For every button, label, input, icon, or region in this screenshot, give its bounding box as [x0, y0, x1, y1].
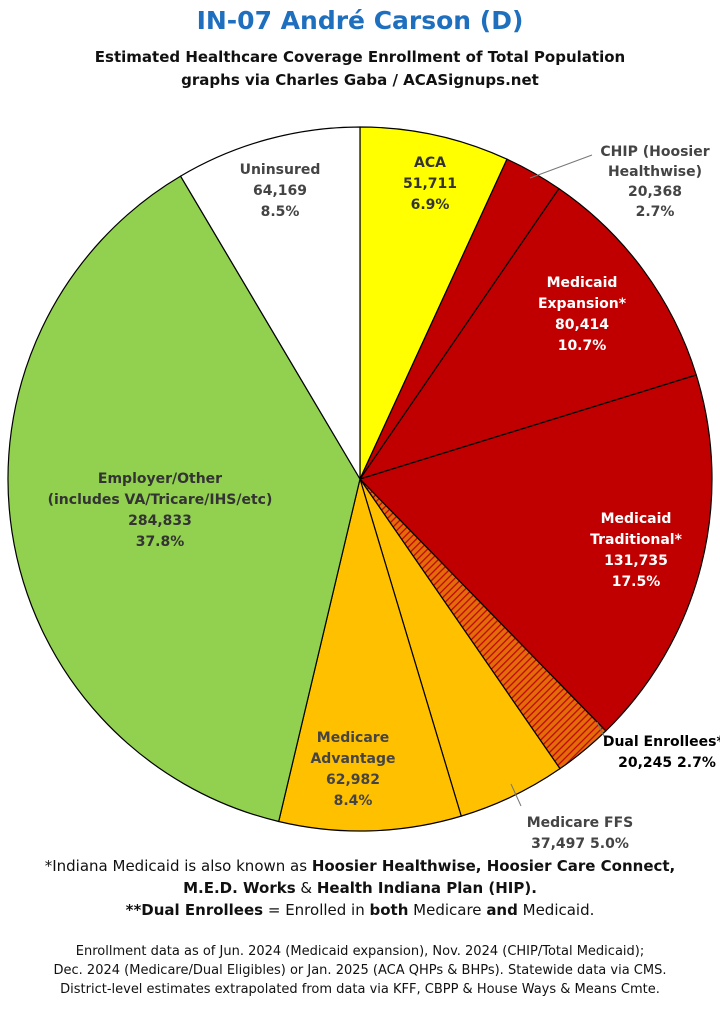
slice-label-line: 10.7%: [558, 338, 607, 354]
slice-label: Uninsured 64,169 8.5%: [240, 162, 321, 220]
leader-line: [510, 783, 522, 807]
footnote-dual-enrollees: **Dual Enrollees = Enrolled in both Medi…: [0, 899, 720, 921]
slice-label-line: 51,711: [403, 176, 457, 192]
footnote-run: Hoosier Healthwise, Hoosier Care Connect…: [311, 857, 676, 875]
slice-label-line: 80,414: [555, 317, 609, 333]
source-note-line-3: District-level estimates extrapolated fr…: [60, 982, 660, 997]
slice-label: Dual Enrollees** 20,245 2.7%: [603, 734, 720, 771]
slice-label: Medicare FFS 37,497 5.0%: [527, 815, 633, 850]
footnote-medicaid-names-cont: M.E.D. Works & Health Indiana Plan (HIP)…: [0, 877, 720, 899]
pie-slice-medicare-advantage: [278, 478, 462, 832]
slice-label-line: ACA: [414, 155, 446, 171]
slice-label-line: 8.4%: [334, 793, 373, 809]
slice-label-line: Medicaid: [601, 511, 672, 527]
slice-label-line: 20,368: [628, 184, 682, 200]
leader-line: [529, 154, 593, 179]
pie-slice-medicaid-expansion: [359, 188, 697, 480]
pie-chart: ACA 51,711 6.9% CHIP (Hoosier Healthwise) 20,…: [7, 126, 720, 850]
chart-subtitle: Estimated Healthcare Coverage Enrollment…: [94, 48, 626, 66]
footnote-run: *Indiana Medicaid is also known as: [44, 857, 312, 875]
footnote-run: **Dual Enrollees: [125, 901, 264, 919]
footnote-run: M.E.D. Works: [183, 879, 296, 897]
pie-slice-employer-other-includes-va-tricare-ihs-etc: [7, 175, 361, 823]
slice-labels: ACA 51,711 6.9% CHIP (Hoosier Healthwise) 20,…: [48, 144, 720, 850]
slice-label-line: Healthwise): [608, 164, 702, 180]
slice-label: Employer/Other (includes VA/Tricare/IHS/e…: [48, 471, 273, 550]
slice-label-line: 131,735: [604, 553, 668, 569]
chart-title: IN-07 André Carson (D): [196, 6, 524, 35]
footnote-run: &: [295, 879, 317, 897]
slice-label-line: 37,497 5.0%: [531, 836, 629, 850]
slice-label-line: (includes VA/Tricare/IHS/etc): [48, 492, 273, 508]
slice-label: ACA 51,711 6.9%: [403, 155, 457, 213]
pie-slice-uninsured: [180, 126, 361, 480]
slice-label: Medicare Advantage 62,982 8.4%: [310, 730, 395, 809]
slice-label-line: Medicare: [317, 730, 389, 746]
slice-label-line: Advantage: [310, 751, 395, 767]
footnote-medicaid-names: *Indiana Medicaid is also known as Hoosi…: [0, 855, 720, 877]
slice-label: Medicaid Expansion* 80,414 10.7%: [538, 275, 627, 354]
slice-label-line: Dual Enrollees**: [603, 734, 720, 750]
pie-slice-medicaid-traditional: [359, 374, 713, 732]
pie-slice-aca: [359, 126, 508, 480]
footnote-run: both: [369, 901, 409, 919]
slice-label: CHIP (Hoosier Healthwise) 20,368 2.7%: [600, 144, 709, 220]
leader-line: [596, 721, 606, 739]
slice-label-line: Employer/Other: [98, 471, 222, 487]
footnote-run: Medicaid.: [517, 901, 595, 919]
slice-label-line: 17.5%: [612, 574, 661, 590]
pie-slices: [7, 126, 713, 832]
footnote-run: and: [486, 901, 518, 919]
footnote-run: = Enrolled in: [263, 901, 370, 919]
slice-label-line: Medicaid: [547, 275, 618, 291]
leader-lines: [510, 154, 606, 807]
slice-label-line: Uninsured: [240, 162, 321, 178]
slice-label: Medicaid Traditional* 131,735 17.5%: [590, 511, 683, 590]
slice-label-line: 20,245 2.7%: [618, 755, 716, 771]
slice-label-line: Traditional*: [590, 532, 683, 548]
slice-label-line: 284,833: [128, 513, 192, 529]
footnote-run: Medicare: [408, 901, 487, 919]
slice-label-line: 62,982: [326, 772, 380, 788]
slice-label-line: Medicare FFS: [527, 815, 633, 831]
slice-label-line: CHIP (Hoosier: [600, 144, 709, 160]
slice-label-line: 6.9%: [411, 197, 450, 213]
chart-credit: graphs via Charles Gaba / ACASignups.net: [181, 71, 539, 89]
slice-label-line: 64,169: [253, 183, 307, 199]
source-note-line-1: Enrollment data as of Jun. 2024 (Medicai…: [75, 944, 645, 959]
slice-label-line: 2.7%: [636, 204, 675, 220]
slice-label-line: 37.8%: [136, 534, 185, 550]
source-note-line-2: Dec. 2024 (Medicare/Dual Eligibles) or J…: [53, 963, 667, 978]
slice-label-line: 8.5%: [261, 204, 300, 220]
footnote-run: Health Indiana Plan (HIP).: [316, 879, 537, 897]
slice-label-line: Expansion*: [538, 296, 627, 312]
